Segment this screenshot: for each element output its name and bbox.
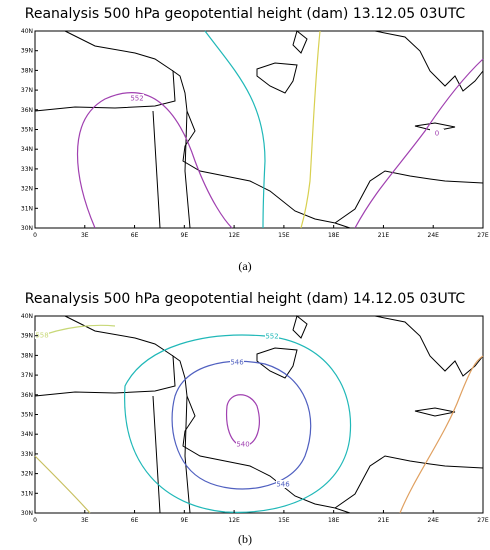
x-tick-label: 15E [278,517,290,524]
contour-line [34,455,91,514]
contour-label-bg [35,331,49,339]
x-tick-label: 12E [228,232,240,239]
x-tick-label: 27E [477,232,489,239]
contour-line [225,394,260,447]
y-tick-label: 33N [21,166,33,173]
y-tick-label: 40N [21,313,33,320]
x-tick-label: 0 [33,517,37,524]
contour-line [204,30,266,229]
y-tick-label: 37N [21,87,33,94]
x-tick-label: 21E [378,517,390,524]
map-area: 552 0 [34,30,484,229]
x-tick-label: 6E [131,232,139,239]
contour-label: 552 [265,333,278,341]
contour-label: 540 [236,441,249,449]
x-tick-label: 3E [81,517,89,524]
y-tick-label: 38N [21,352,33,359]
y-tick-label: 34N [21,146,33,153]
x-tick-label: 24E [428,232,440,239]
x-tick-label: 27E [477,517,489,524]
y-tick-label: 32N [21,471,33,478]
x-tick-label: 3E [81,232,89,239]
y-tick-label: 30N [21,510,33,517]
contour-label-bg [230,358,244,366]
x-tick-label: 15E [278,232,290,239]
panel-title: Reanalysis 500 hPa geopotential height (… [25,291,466,307]
x-tick-label: 12E [228,517,240,524]
x-tick-label: 6E [131,517,139,524]
contour-line [77,92,233,229]
y-tick-label: 37N [21,372,33,379]
y-tick-label: 33N [21,451,33,458]
x-tick-label: 0 [33,232,37,239]
contour-label: 546 [230,359,244,367]
y-tick-label: 38N [21,67,33,74]
y-tick-label: 39N [21,333,33,340]
contour-line [399,355,484,514]
contour-line [300,30,321,229]
contour-label-bg [265,332,279,340]
y-tick-label: 39N [21,48,33,55]
y-tick-label: 30N [21,225,33,232]
y-tick-label: 36N [21,107,33,114]
contour-label: 0 [435,130,439,138]
x-tick-label: 18E [328,517,340,524]
x-tick-label: 21E [378,232,390,239]
contour-label-bg [430,129,444,137]
x-tick-label: 9E [181,232,189,239]
y-tick-label: 35N [21,127,33,134]
contour-label: 558 [35,332,48,340]
contour-label: 552 [130,95,143,103]
caption: (b) [238,532,252,546]
contour-line [354,58,484,229]
y-tick-label: 40N [21,28,33,35]
y-tick-label: 36N [21,392,33,399]
map-area: 558 552 546 540 546 [34,315,484,514]
y-tick-label: 32N [21,186,33,193]
panel-title: Reanalysis 500 hPa geopotential height (… [25,6,466,22]
contour-label-bg [236,440,250,448]
contour-line [124,334,352,513]
contour-label-bg [130,94,144,102]
contour-label: 546 [276,481,290,489]
x-tick-label: 24E [428,517,440,524]
y-tick-label: 31N [21,205,33,212]
x-tick-label: 9E [181,517,189,524]
map-panel: Reanalysis 500 hPa geopotential height (… [21,6,489,273]
caption: (a) [238,259,251,273]
y-tick-label: 31N [21,490,33,497]
y-tick-label: 35N [21,412,33,419]
map-panel: Reanalysis 500 hPa geopotential height (… [21,291,489,546]
map-frame [34,30,484,229]
y-tick-label: 34N [21,431,33,438]
contour-label-bg [276,480,290,488]
x-tick-label: 18E [328,232,340,239]
